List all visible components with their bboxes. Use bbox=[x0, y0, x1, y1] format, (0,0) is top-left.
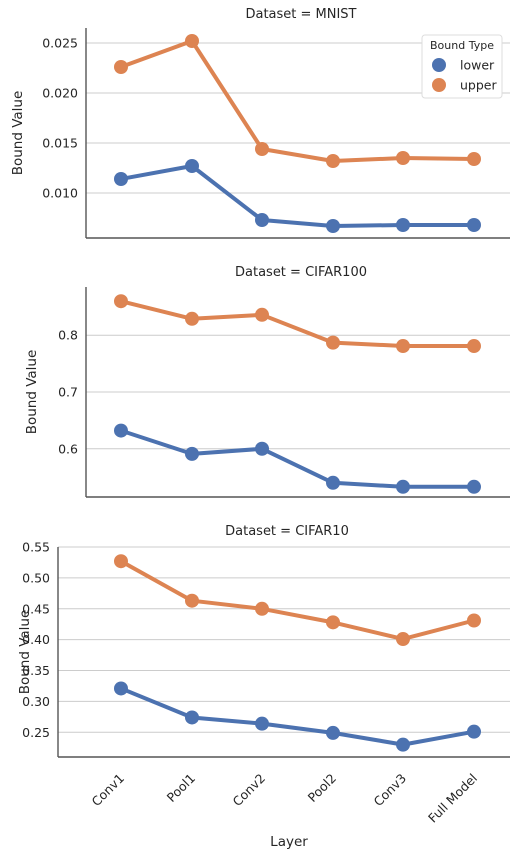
data-point-lower bbox=[467, 724, 481, 739]
data-point-upper bbox=[467, 613, 481, 628]
y-axis-label: Bound Value bbox=[17, 610, 33, 695]
y-axis-label: Bound Value bbox=[24, 350, 40, 435]
data-point-upper bbox=[114, 554, 128, 569]
data-point-upper bbox=[255, 142, 269, 156]
panel-title: Dataset = CIFAR10 bbox=[225, 524, 349, 539]
y-tick-label: 0.6 bbox=[58, 441, 78, 456]
y-tick-label: 0.025 bbox=[42, 36, 78, 51]
y-tick-label: 0.020 bbox=[42, 86, 78, 101]
data-point-upper bbox=[326, 335, 340, 350]
data-point-lower bbox=[185, 446, 199, 461]
data-point-upper bbox=[255, 307, 269, 322]
data-point-upper bbox=[185, 34, 199, 48]
y-tick-label: 0.015 bbox=[42, 136, 78, 151]
data-point-lower bbox=[114, 681, 128, 696]
panel-title: Dataset = MNIST bbox=[245, 7, 356, 22]
series-line-lower bbox=[119, 686, 476, 747]
x-axis-label: Layer bbox=[270, 834, 308, 850]
data-point-upper bbox=[255, 601, 269, 616]
x-tick-label: Conv2 bbox=[229, 771, 268, 810]
y-axis-label: Bound Value bbox=[10, 91, 26, 176]
series-line-upper bbox=[119, 559, 476, 641]
data-point-upper bbox=[326, 615, 340, 630]
data-point-lower bbox=[326, 725, 340, 740]
data-point-upper bbox=[467, 339, 481, 354]
panel-title: Dataset = CIFAR100 bbox=[235, 265, 367, 280]
y-tick-label: 0.25 bbox=[22, 725, 50, 740]
data-point-lower bbox=[467, 479, 481, 494]
data-point-lower bbox=[326, 475, 340, 490]
data-point-lower bbox=[326, 219, 340, 233]
x-tick-label: Conv1 bbox=[88, 771, 127, 810]
legend-label: upper bbox=[460, 78, 497, 93]
data-point-lower bbox=[114, 423, 128, 438]
data-point-upper bbox=[114, 60, 128, 74]
y-tick-label: 0.8 bbox=[58, 328, 78, 343]
legend-marker-upper bbox=[432, 78, 446, 92]
data-point-lower bbox=[396, 479, 410, 494]
series-line-lower bbox=[119, 428, 476, 489]
data-point-upper bbox=[396, 632, 410, 647]
legend-marker-lower bbox=[432, 58, 446, 72]
legend-label: lower bbox=[460, 58, 495, 73]
data-point-lower bbox=[396, 218, 410, 232]
data-point-upper bbox=[114, 294, 128, 309]
data-point-lower bbox=[255, 716, 269, 731]
data-point-upper bbox=[326, 154, 340, 168]
y-tick-label: 0.010 bbox=[42, 186, 78, 201]
data-point-lower bbox=[114, 172, 128, 186]
x-tick-label: Pool1 bbox=[164, 771, 199, 806]
y-tick-label: 0.55 bbox=[22, 540, 50, 555]
data-point-upper bbox=[467, 152, 481, 166]
y-tick-label: 0.30 bbox=[22, 694, 50, 709]
data-point-lower bbox=[396, 737, 410, 752]
data-point-lower bbox=[185, 710, 199, 725]
data-point-lower bbox=[255, 441, 269, 456]
y-tick-label: 0.40 bbox=[22, 632, 50, 647]
y-tick-label: 0.45 bbox=[22, 601, 50, 616]
data-point-upper bbox=[185, 593, 199, 608]
series-line-lower bbox=[119, 164, 476, 228]
x-tick-label: Full Model bbox=[425, 771, 480, 826]
y-tick-label: 0.7 bbox=[58, 385, 78, 400]
y-tick-label: 0.50 bbox=[22, 570, 50, 585]
y-tick-label: 0.35 bbox=[22, 663, 50, 678]
data-point-lower bbox=[255, 213, 269, 227]
data-point-upper bbox=[185, 311, 199, 326]
series-line-upper bbox=[119, 39, 476, 163]
data-point-upper bbox=[396, 151, 410, 165]
data-point-lower bbox=[467, 218, 481, 232]
data-point-upper bbox=[396, 339, 410, 354]
data-point-lower bbox=[185, 159, 199, 173]
x-tick-label: Conv3 bbox=[370, 771, 409, 810]
series-line-upper bbox=[119, 299, 476, 348]
legend-title: Bound Type bbox=[430, 39, 494, 52]
x-tick-label: Pool2 bbox=[305, 771, 340, 806]
